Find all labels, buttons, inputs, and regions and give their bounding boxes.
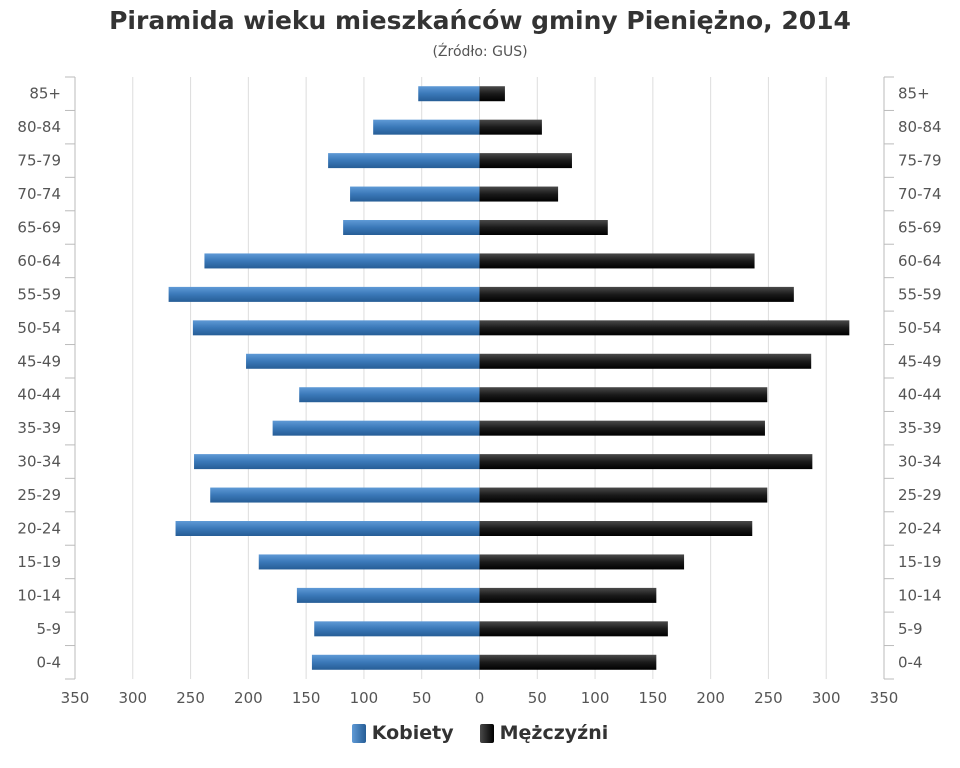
y-tick-label-left: 65-69	[17, 219, 61, 237]
bar-female-70-74[interactable]	[350, 186, 480, 202]
x-tick-label: 200	[696, 689, 725, 707]
bar-female-55-59[interactable]	[168, 286, 480, 302]
bar-male-80-84[interactable]	[479, 119, 542, 135]
legend-swatch-male	[479, 723, 494, 743]
bar-male-20-24[interactable]	[479, 521, 753, 536]
x-tick-label: 50	[528, 689, 547, 707]
y-tick-label-left: 35-39	[17, 419, 61, 437]
y-tick-label-left: 25-29	[17, 486, 61, 504]
y-tick-label-right: 35-39	[898, 419, 942, 437]
x-tick-label: 150	[292, 689, 321, 707]
bar-female-50-54[interactable]	[192, 320, 480, 336]
bar-male-30-34[interactable]	[479, 454, 813, 470]
bar-female-15-19[interactable]	[258, 554, 480, 570]
bar-female-20-24[interactable]	[175, 521, 480, 536]
x-tick-label: 250	[176, 689, 205, 707]
legend-item-male[interactable]: Mężczyźni	[479, 722, 609, 744]
y-tick-label-left: 75-79	[17, 152, 61, 170]
bar-male-70-74[interactable]	[479, 186, 559, 202]
y-tick-label-right: 60-64	[898, 252, 942, 270]
x-tick-label: 150	[639, 689, 668, 707]
bar-female-5-9[interactable]	[314, 621, 480, 637]
y-tick-label-right: 45-49	[898, 352, 942, 370]
y-tick-label-left: 15-19	[17, 553, 61, 571]
x-tick-label: 250	[754, 689, 783, 707]
bar-male-5-9[interactable]	[479, 621, 668, 637]
y-tick-label-left: 45-49	[17, 352, 61, 370]
x-tick-label: 350	[61, 689, 90, 707]
y-tick-label-right: 80-84	[898, 118, 942, 136]
y-tick-label-left: 85+	[29, 85, 61, 103]
bar-male-55-59[interactable]	[479, 286, 794, 302]
y-tick-label-right: 75-79	[898, 152, 942, 170]
y-tick-label-right: 55-59	[898, 285, 942, 303]
y-tick-label-left: 10-14	[17, 586, 61, 604]
chart-subtitle: (Źródło: GUS)	[432, 44, 528, 60]
y-tick-label-left: 80-84	[17, 118, 61, 136]
bar-male-60-64[interactable]	[479, 253, 755, 269]
x-tick-label: 300	[118, 689, 147, 707]
y-tick-label-left: 5-9	[37, 620, 62, 638]
bar-male-15-19[interactable]	[479, 554, 685, 570]
bar-female-60-64[interactable]	[204, 253, 480, 269]
bar-male-10-14[interactable]	[479, 587, 657, 603]
x-tick-label: 100	[350, 689, 379, 707]
y-tick-label-right: 10-14	[898, 586, 942, 604]
y-tick-label-right: 25-29	[898, 486, 942, 504]
y-tick-label-right: 70-74	[898, 185, 942, 203]
bar-male-35-39[interactable]	[479, 420, 765, 436]
bar-female-0-4[interactable]	[311, 654, 480, 670]
y-tick-label-left: 0-4	[37, 653, 62, 671]
bar-male-75-79[interactable]	[479, 153, 572, 169]
x-tick-label: 300	[812, 689, 841, 707]
bar-male-25-29[interactable]	[479, 487, 768, 503]
y-tick-label-right: 5-9	[898, 620, 923, 638]
bar-male-45-49[interactable]	[479, 353, 812, 369]
bar-female-65-69[interactable]	[343, 220, 480, 235]
y-tick-label-right: 85+	[898, 85, 930, 103]
bar-female-30-34[interactable]	[194, 454, 480, 470]
x-tick-label: 200	[234, 689, 263, 707]
bar-female-80-84[interactable]	[373, 119, 480, 135]
bar-female-40-44[interactable]	[299, 387, 480, 403]
x-tick-label: 100	[581, 689, 610, 707]
y-tick-label-right: 65-69	[898, 219, 942, 237]
legend-label-female: Kobiety	[371, 722, 454, 744]
legend-swatch-female	[351, 723, 366, 743]
chart-title: Piramida wieku mieszkańców gminy Pienięż…	[109, 6, 851, 35]
x-tick-label: 0	[475, 689, 485, 707]
y-tick-label-right: 50-54	[898, 319, 942, 337]
y-tick-label-left: 60-64	[17, 252, 61, 270]
chart-legend: Kobiety Mężczyźni	[0, 722, 960, 744]
x-tick-label: 350	[870, 689, 899, 707]
legend-label-male: Mężczyźni	[499, 722, 609, 744]
y-tick-label-left: 40-44	[17, 386, 61, 404]
bar-male-0-4[interactable]	[479, 654, 657, 670]
y-tick-label-right: 0-4	[898, 653, 923, 671]
y-tick-label-right: 20-24	[898, 520, 942, 538]
bar-female-45-49[interactable]	[246, 353, 480, 369]
x-tick-label: 50	[412, 689, 431, 707]
legend-item-female[interactable]: Kobiety	[351, 722, 454, 744]
y-tick-label-left: 70-74	[17, 185, 61, 203]
bar-female-10-14[interactable]	[296, 587, 480, 603]
y-tick-label-left: 30-34	[17, 453, 61, 471]
y-tick-label-right: 15-19	[898, 553, 942, 571]
bar-male-65-69[interactable]	[479, 220, 608, 235]
bar-female-35-39[interactable]	[272, 420, 480, 436]
bar-female-75-79[interactable]	[328, 153, 480, 169]
y-tick-label-left: 50-54	[17, 319, 61, 337]
bar-male-85+[interactable]	[479, 86, 505, 102]
y-tick-label-left: 55-59	[17, 285, 61, 303]
bar-female-85+[interactable]	[418, 86, 480, 102]
y-tick-label-right: 30-34	[898, 453, 942, 471]
bar-male-40-44[interactable]	[479, 387, 768, 403]
y-tick-label-right: 40-44	[898, 386, 942, 404]
y-tick-label-left: 20-24	[17, 520, 61, 538]
bar-female-25-29[interactable]	[210, 487, 480, 503]
bar-male-50-54[interactable]	[479, 320, 850, 336]
